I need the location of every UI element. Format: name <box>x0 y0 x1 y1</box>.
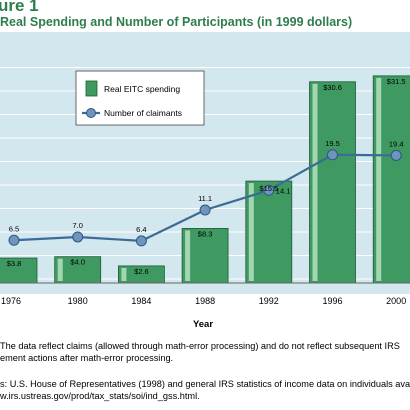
bar-highlight <box>185 230 191 281</box>
bar-value-label: $4.0 <box>70 258 85 267</box>
x-tick-label: 2000 <box>386 296 406 306</box>
legend-bar-swatch <box>85 80 98 97</box>
legend-marker-swatch <box>86 108 96 118</box>
bar-highlight <box>121 267 127 281</box>
chart-title: Real Spending and Number of Participants… <box>0 15 353 29</box>
claimants-marker-1980 <box>72 231 84 243</box>
x-tick-label: 1996 <box>322 296 342 306</box>
bar-value-label: $2.6 <box>134 267 149 276</box>
bar-highlight <box>248 183 254 281</box>
bar-value-label: $30.6 <box>323 83 342 92</box>
line-value-label: 14.1 <box>276 186 291 195</box>
note-line-1: The data reflect claims (allowed through… <box>0 341 400 351</box>
bar-value-label: $8.3 <box>198 229 213 238</box>
legend <box>75 70 205 126</box>
bar-value-label: $31.5 <box>387 77 406 86</box>
claimants-marker-1984 <box>135 235 147 247</box>
claimants-marker-1976 <box>8 234 20 246</box>
x-tick-label: 1984 <box>131 296 151 306</box>
bar-highlight <box>57 258 63 281</box>
bar-highlight <box>376 77 382 281</box>
claimants-marker-1988 <box>199 204 211 216</box>
figure-label: ure 1 <box>0 0 39 15</box>
source-line-2: w.irs.ustreas.gov/prod/tax_stats/soi/ind… <box>0 391 200 401</box>
bar-value-label: $3.8 <box>7 259 22 268</box>
x-tick-label: 1976 <box>1 296 21 306</box>
claimants-marker-1996 <box>327 149 338 161</box>
x-tick-label: 1980 <box>68 296 88 306</box>
line-value-label: 11.1 <box>198 194 212 203</box>
source-line-1: s: U.S. House of Representatives (1998) … <box>0 379 410 389</box>
bar-value-label: $15.5 <box>259 184 278 193</box>
note-line-2: ement actions after math-error processin… <box>0 353 174 363</box>
line-value-label: 6.5 <box>9 224 19 233</box>
line-value-label: 6.4 <box>136 225 146 234</box>
claimants-marker-1992 <box>263 184 275 196</box>
legend-label-spending: Real EITC spending <box>104 84 180 94</box>
legend-label-claimants: Number of claimants <box>104 108 182 118</box>
line-value-label: 7.0 <box>72 221 82 230</box>
bar-highlight <box>312 83 318 281</box>
x-tick-label: 1992 <box>259 296 279 306</box>
line-value-label: 19.4 <box>389 139 404 148</box>
claimants-marker-2000 <box>390 149 402 161</box>
x-axis-label: Year <box>193 319 213 330</box>
line-value-label: 19.5 <box>325 139 340 148</box>
x-tick-label: 1988 <box>195 296 215 306</box>
